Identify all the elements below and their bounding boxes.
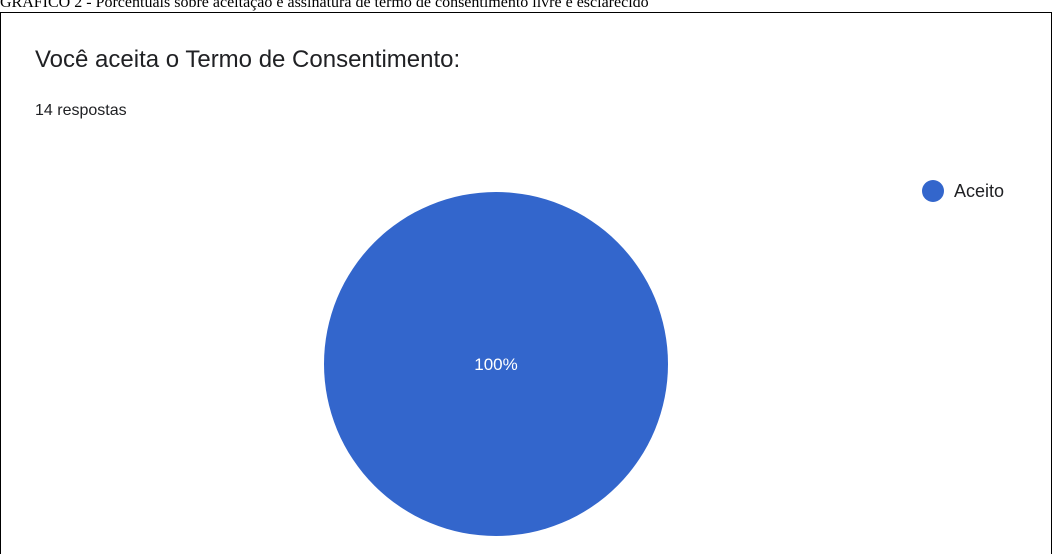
figure-caption: GRÁFICO 2 - Porcentuais sobre aceitação … — [0, 0, 649, 11]
legend-swatch-aceito — [922, 180, 944, 202]
question-title: Você aceita o Termo de Consentimento: — [35, 46, 461, 73]
pie-slice-aceito — [324, 192, 668, 536]
chart-legend: Aceito — [922, 180, 1004, 202]
legend-label-aceito: Aceito — [954, 180, 1005, 201]
response-count: 14 respostas — [35, 102, 127, 119]
pie-slice-label: 100% — [474, 355, 517, 374]
